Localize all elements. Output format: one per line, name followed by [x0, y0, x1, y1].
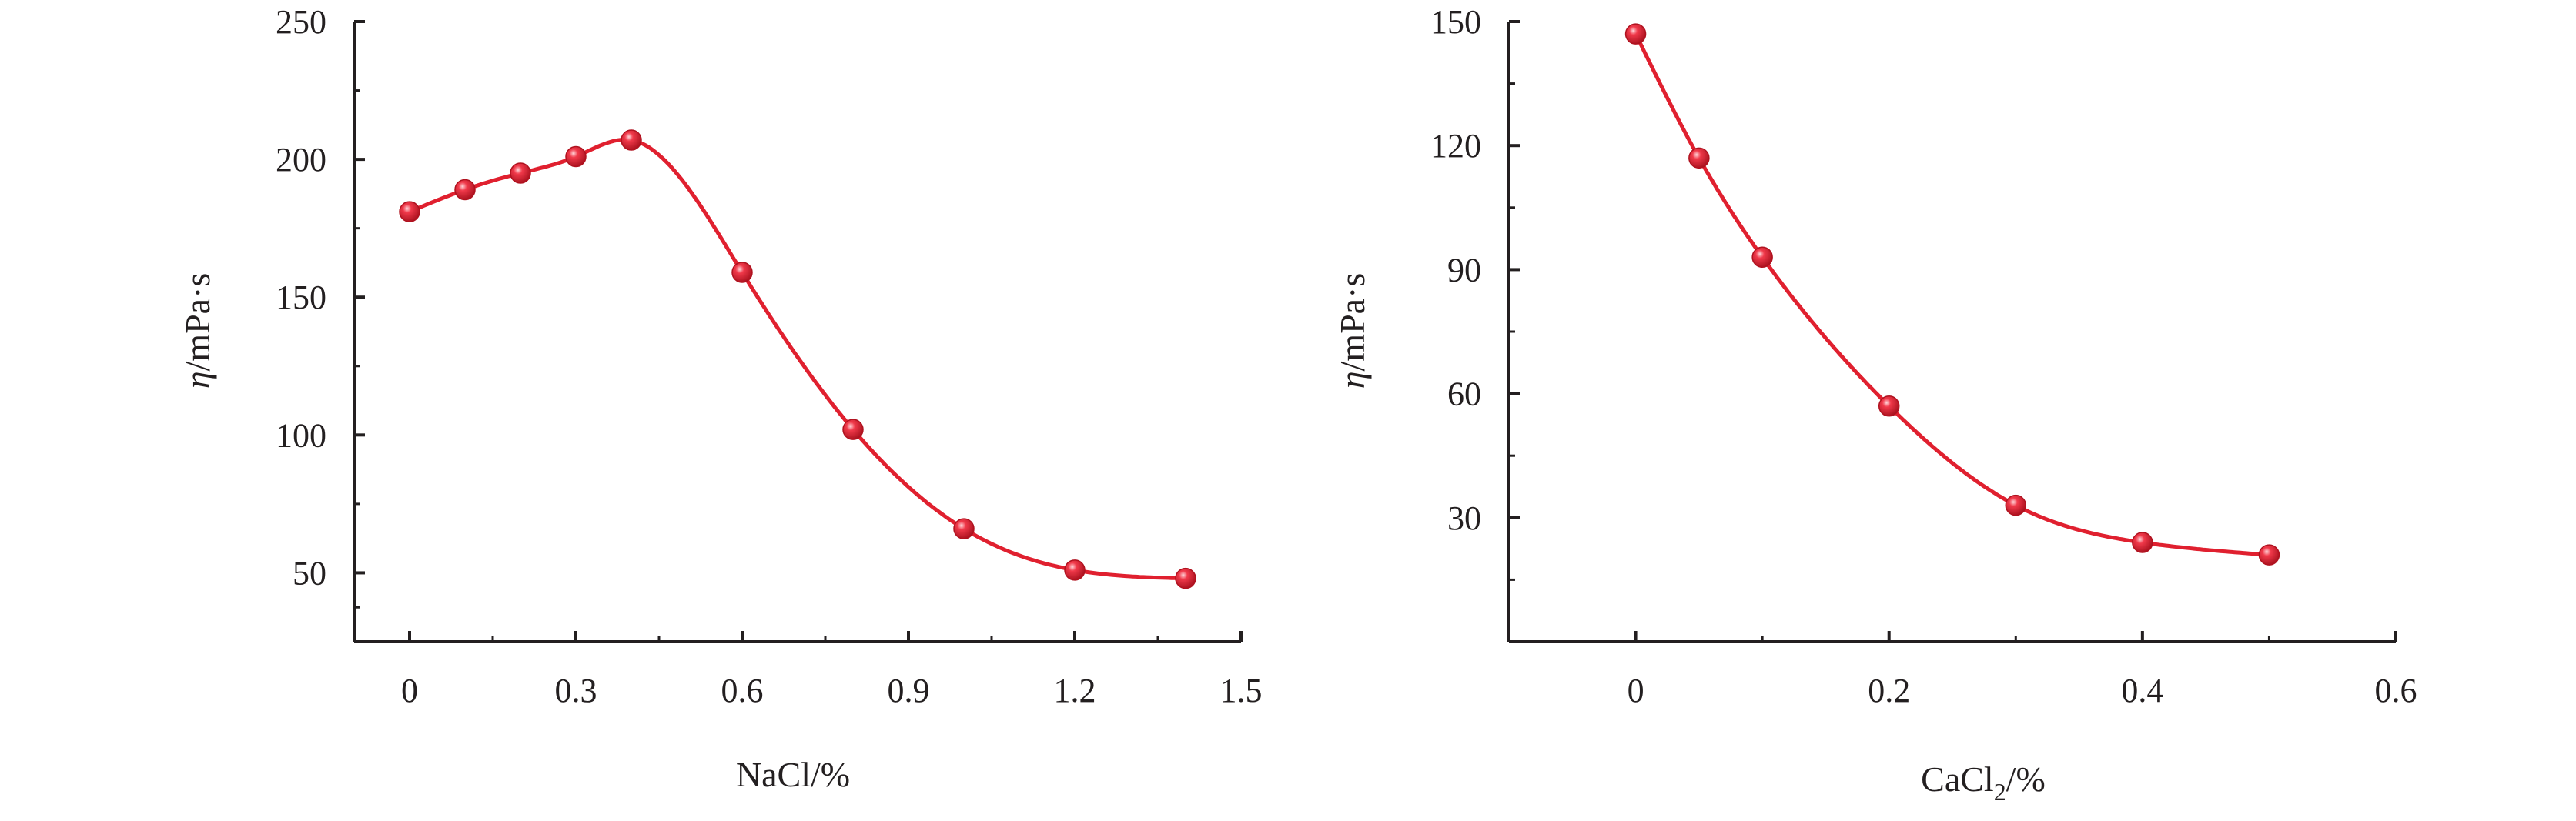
chart-nacl: 0 0.3 0.6 0.9 1.2 1.5 50 100 150 200 250 NaCl/% η/…	[178, 3, 1263, 794]
y-tick-label: 90	[1447, 251, 1481, 289]
y-tick-label: 250	[276, 3, 326, 41]
y-axis-symbol: η	[1333, 371, 1372, 389]
chart-cacl2: 0 0.2 0.4 0.6 30 60 90 120 150 CaCl2/% η/mPa·s	[1333, 3, 2417, 806]
fit-curve	[409, 137, 1186, 581]
x-tick-label: 1.2	[1054, 672, 1096, 709]
y-axis-title: η/mPa·s	[178, 273, 217, 389]
x-tick-label: 0.3	[555, 672, 597, 709]
data-point	[454, 179, 476, 201]
x-axis-title-subscript: 2	[1994, 778, 2006, 806]
data-point	[1624, 23, 1647, 45]
data-points-layer	[1624, 23, 2280, 566]
data-point	[565, 145, 587, 168]
fit-curve-layer	[1634, 33, 2270, 557]
data-point	[2132, 532, 2153, 553]
data-point	[1175, 567, 1196, 589]
y-tick-label: 100	[276, 416, 326, 454]
data-point	[953, 518, 975, 539]
data-point	[399, 201, 420, 222]
y-tick-label: 30	[1447, 499, 1481, 537]
data-point	[731, 262, 753, 283]
x-axis-title: CaCl2/%	[1921, 759, 2046, 806]
y-axis-unit: /mPa·s	[178, 273, 217, 372]
x-tick-label: 0.2	[1868, 672, 1910, 709]
y-tick-label: 120	[1430, 127, 1481, 165]
y-tick-label: 60	[1447, 375, 1481, 413]
axis-ticks: 0 0.3 0.6 0.9 1.2 1.5 50 100 150 200 250	[276, 3, 1263, 709]
data-point	[2258, 544, 2280, 566]
data-point	[842, 419, 864, 440]
y-tick-label: 200	[276, 141, 326, 179]
x-tick-label: 0	[401, 672, 418, 709]
y-tick-label: 150	[276, 279, 326, 316]
x-axis-title: NaCl/%	[736, 755, 850, 794]
data-point	[1688, 147, 1710, 169]
y-axis-title: η/mPa·s	[1333, 273, 1372, 389]
x-tick-label: 1.5	[1220, 672, 1263, 709]
data-point	[621, 129, 642, 151]
y-tick-label: 50	[293, 554, 326, 592]
x-tick-label: 0.6	[2375, 672, 2417, 709]
data-point	[1751, 246, 1773, 269]
data-point	[1878, 395, 1900, 417]
x-tick-label: 0.4	[2121, 672, 2163, 709]
fit-curve-layer	[409, 137, 1186, 581]
y-axis-symbol: η	[178, 371, 217, 389]
data-points-layer	[399, 129, 1196, 589]
fit-curve	[1634, 33, 2270, 557]
x-axis-title-suffix: /%	[2006, 759, 2046, 799]
x-tick-label: 0.6	[721, 672, 764, 709]
x-tick-label: 0	[1628, 672, 1644, 709]
data-point	[1064, 559, 1086, 581]
data-point	[2005, 494, 2027, 516]
x-tick-label: 0.9	[888, 672, 930, 709]
axis-ticks: 0 0.2 0.4 0.6 30 60 90 120 150	[1430, 3, 2417, 709]
data-point	[510, 162, 531, 184]
y-axis-unit: /mPa·s	[1333, 273, 1372, 372]
x-axis-title-main: CaCl	[1921, 759, 1994, 799]
y-tick-label: 150	[1430, 3, 1481, 41]
